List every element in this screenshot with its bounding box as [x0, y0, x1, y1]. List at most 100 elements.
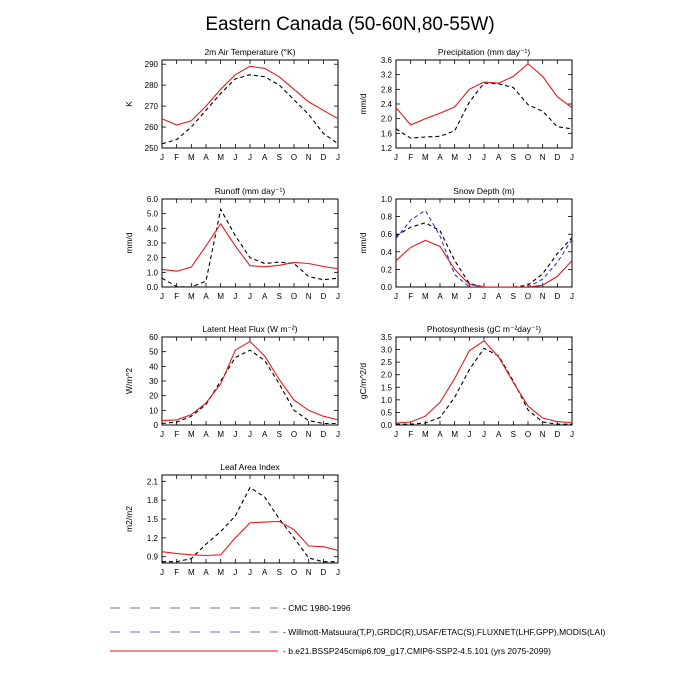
- month-label: M: [217, 153, 224, 162]
- month-label: D: [320, 153, 326, 162]
- month-label: J: [336, 430, 340, 439]
- y-tick-label: 1.5: [381, 383, 393, 392]
- month-label: J: [160, 568, 164, 577]
- month-label: F: [174, 430, 179, 439]
- month-label: S: [277, 153, 282, 162]
- month-label: O: [525, 153, 531, 162]
- y-tick-label: 270: [145, 102, 159, 111]
- month-label: A: [203, 153, 209, 162]
- month-label: F: [174, 153, 179, 162]
- panel-6: Photosynthesis (gC m⁻²day⁻¹) 0.0 0.5 1.0 1.5…: [358, 324, 574, 439]
- y-tick-label: 3.0: [147, 239, 159, 248]
- y-tick-label: 2.0: [147, 254, 159, 263]
- y-tick-label: 1.0: [381, 195, 393, 204]
- y-tick-label: 0.0: [381, 283, 393, 292]
- month-label: J: [233, 568, 237, 577]
- month-label: J: [248, 292, 252, 301]
- y-tick-label: 0.4: [381, 248, 393, 257]
- month-label: S: [511, 153, 516, 162]
- series-obs-line: [162, 486, 338, 563]
- month-label: O: [525, 430, 531, 439]
- month-label: A: [203, 568, 209, 577]
- month-label: M: [422, 153, 429, 162]
- month-label: N: [306, 568, 312, 577]
- month-label: O: [291, 153, 297, 162]
- month-label: D: [554, 292, 560, 301]
- month-label: J: [336, 568, 340, 577]
- month-label: D: [554, 153, 560, 162]
- month-label: S: [277, 430, 282, 439]
- month-label: O: [291, 568, 297, 577]
- month-label: M: [217, 430, 224, 439]
- y-axis-label: K: [124, 101, 134, 107]
- y-tick-label: 40: [149, 362, 158, 371]
- month-label: J: [570, 153, 574, 162]
- month-label: J: [570, 292, 574, 301]
- y-tick-label: 1.2: [381, 144, 393, 153]
- month-label: A: [262, 568, 268, 577]
- series-model-line: [162, 222, 338, 272]
- y-axis-label: m2/m2: [124, 506, 134, 532]
- y-tick-label: 30: [149, 377, 158, 386]
- y-tick-label: 250: [145, 144, 159, 153]
- panels: 2m Air Temperature (°K) 250 260 270 280 290 J F…: [124, 47, 574, 577]
- series-obs2-line: [396, 209, 572, 287]
- panel-2: Precipitation (mm day⁻¹) 1.2 1.6 2.0 2.4 2.8 3…: [358, 47, 574, 162]
- month-label: A: [496, 430, 502, 439]
- y-tick-label: 1.0: [381, 396, 393, 405]
- month-label: J: [248, 153, 252, 162]
- month-label: A: [496, 292, 502, 301]
- y-tick-label: 1.8: [147, 496, 159, 505]
- y-tick-label: 20: [149, 392, 158, 401]
- y-tick-label: 0.9: [147, 553, 159, 562]
- y-tick-label: 4.0: [147, 224, 159, 233]
- panel-title: Leaf Area Index: [220, 462, 280, 472]
- figure-title: Eastern Canada (50-60N,80-55W): [205, 14, 494, 35]
- month-label: S: [511, 430, 516, 439]
- panel-3: Runoff (mm day⁻¹) 0.0 1.0 2.0 3.0 4.0 5.0 6.0 J F…: [124, 186, 340, 301]
- month-label: A: [437, 153, 443, 162]
- y-tick-label: 3.6: [381, 56, 393, 65]
- month-label: M: [188, 568, 195, 577]
- month-label: S: [511, 292, 516, 301]
- y-tick-label: 0.5: [381, 408, 393, 417]
- month-label: A: [262, 153, 268, 162]
- month-label: A: [496, 153, 502, 162]
- series-model-line: [396, 340, 572, 424]
- series-obs-line: [162, 349, 338, 425]
- legend: - CMC 1980-1996 - Willmott-Matsuura(T,P),…: [110, 603, 606, 656]
- plot-frame: [395, 336, 573, 426]
- month-label: J: [248, 430, 252, 439]
- y-tick-label: 3.0: [381, 346, 393, 355]
- month-label: J: [233, 292, 237, 301]
- series-obs-line: [396, 222, 572, 287]
- y-tick-label: 0.0: [381, 421, 393, 430]
- legend-label: - CMC 1980-1996: [283, 603, 351, 613]
- y-tick-label: 0: [154, 421, 159, 430]
- y-axis-label: mm/d: [358, 232, 368, 254]
- y-tick-label: 280: [145, 81, 159, 90]
- y-tick-label: 2.4: [381, 100, 393, 109]
- y-tick-label: 1.6: [381, 129, 393, 138]
- month-label: O: [525, 292, 531, 301]
- series-obs-line: [396, 347, 572, 425]
- y-tick-label: 0.6: [381, 230, 393, 239]
- y-axis-label: gC/m^2/d: [358, 363, 368, 399]
- month-label: D: [320, 292, 326, 301]
- month-label: A: [203, 430, 209, 439]
- month-label: M: [422, 292, 429, 301]
- series-model-line: [162, 65, 338, 126]
- series-model-line: [162, 520, 338, 557]
- month-label: D: [320, 568, 326, 577]
- y-axis-label: W/m^2: [124, 368, 134, 394]
- month-label: J: [482, 292, 486, 301]
- month-label: J: [394, 292, 398, 301]
- month-label: D: [320, 430, 326, 439]
- panel-4: Snow Depth (m)0.00.20.40.60.81.0J F M A M J J A…: [358, 186, 574, 301]
- y-tick-label: 0.8: [381, 213, 393, 222]
- plot-frame: [161, 198, 339, 288]
- month-label: F: [174, 568, 179, 577]
- month-label: N: [306, 153, 312, 162]
- month-label: M: [422, 430, 429, 439]
- month-label: N: [306, 430, 312, 439]
